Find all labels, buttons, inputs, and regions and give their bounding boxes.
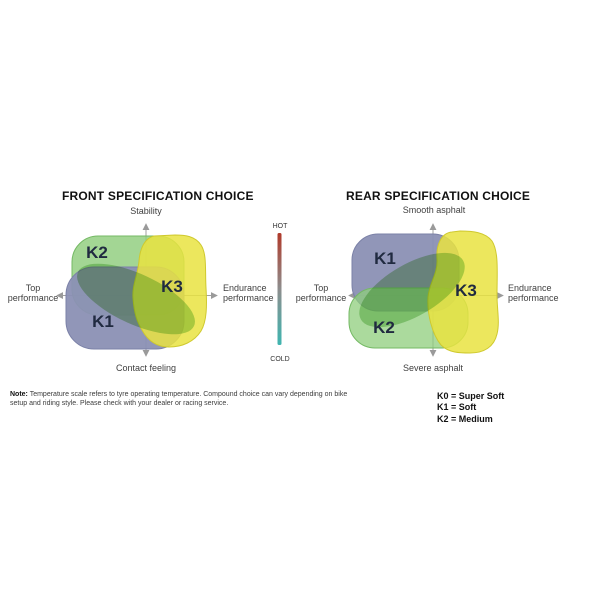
legend-item-k0: K0 = Super Soft bbox=[437, 391, 505, 401]
rear-diagram-title: REAR SPECIFICATION CHOICE bbox=[346, 189, 531, 203]
rear-zone-k1-label: K1 bbox=[374, 249, 396, 268]
front-zone-k3-label: K3 bbox=[161, 277, 183, 296]
footnote-body: Temperature scale refers to tyre operati… bbox=[10, 391, 348, 407]
front-overlap-band bbox=[77, 263, 195, 335]
front-axis-top-label: Stability bbox=[130, 206, 162, 216]
rear-overlap-band bbox=[359, 252, 465, 328]
front-zone-k2-label: K2 bbox=[86, 243, 108, 262]
rear-zone-k3-label: K3 bbox=[455, 281, 477, 300]
front-axis-right-label: Endurance performance bbox=[223, 283, 274, 303]
rear-zones bbox=[348, 230, 499, 354]
temperature-scale-bar bbox=[277, 233, 282, 345]
rear-axis-top-label: Smooth asphalt bbox=[402, 205, 466, 215]
compound-legend: K0 = Super Soft K1 = Soft K2 = Medium bbox=[437, 391, 504, 425]
front-zone-k1-label: K1 bbox=[92, 312, 114, 331]
front-zones bbox=[65, 234, 207, 350]
front-axis-left-label: Top performance bbox=[7, 283, 59, 303]
legend-item-k1: K1 = Soft bbox=[437, 402, 477, 413]
rear-axis-right-label: Endurance performance bbox=[508, 283, 559, 303]
footnote-prefix: Note: bbox=[10, 391, 28, 398]
legend-item-k2: K2 = Medium bbox=[437, 413, 493, 424]
footnote: Note: Temperature scale refers to tyre o… bbox=[10, 391, 355, 408]
front-diagram-title: FRONT SPECIFICATION CHOICE bbox=[62, 189, 254, 203]
rear-axis-bottom-label: Severe asphalt bbox=[402, 363, 464, 373]
front-axis-bottom-label: Contact feeling bbox=[115, 363, 177, 373]
temperature-cold-label: COLD bbox=[270, 356, 290, 363]
rear-zone-k2-label: K2 bbox=[373, 318, 395, 337]
temperature-hot-label: HOT bbox=[272, 223, 288, 230]
rear-axis-left-label: Top performance bbox=[295, 283, 347, 303]
